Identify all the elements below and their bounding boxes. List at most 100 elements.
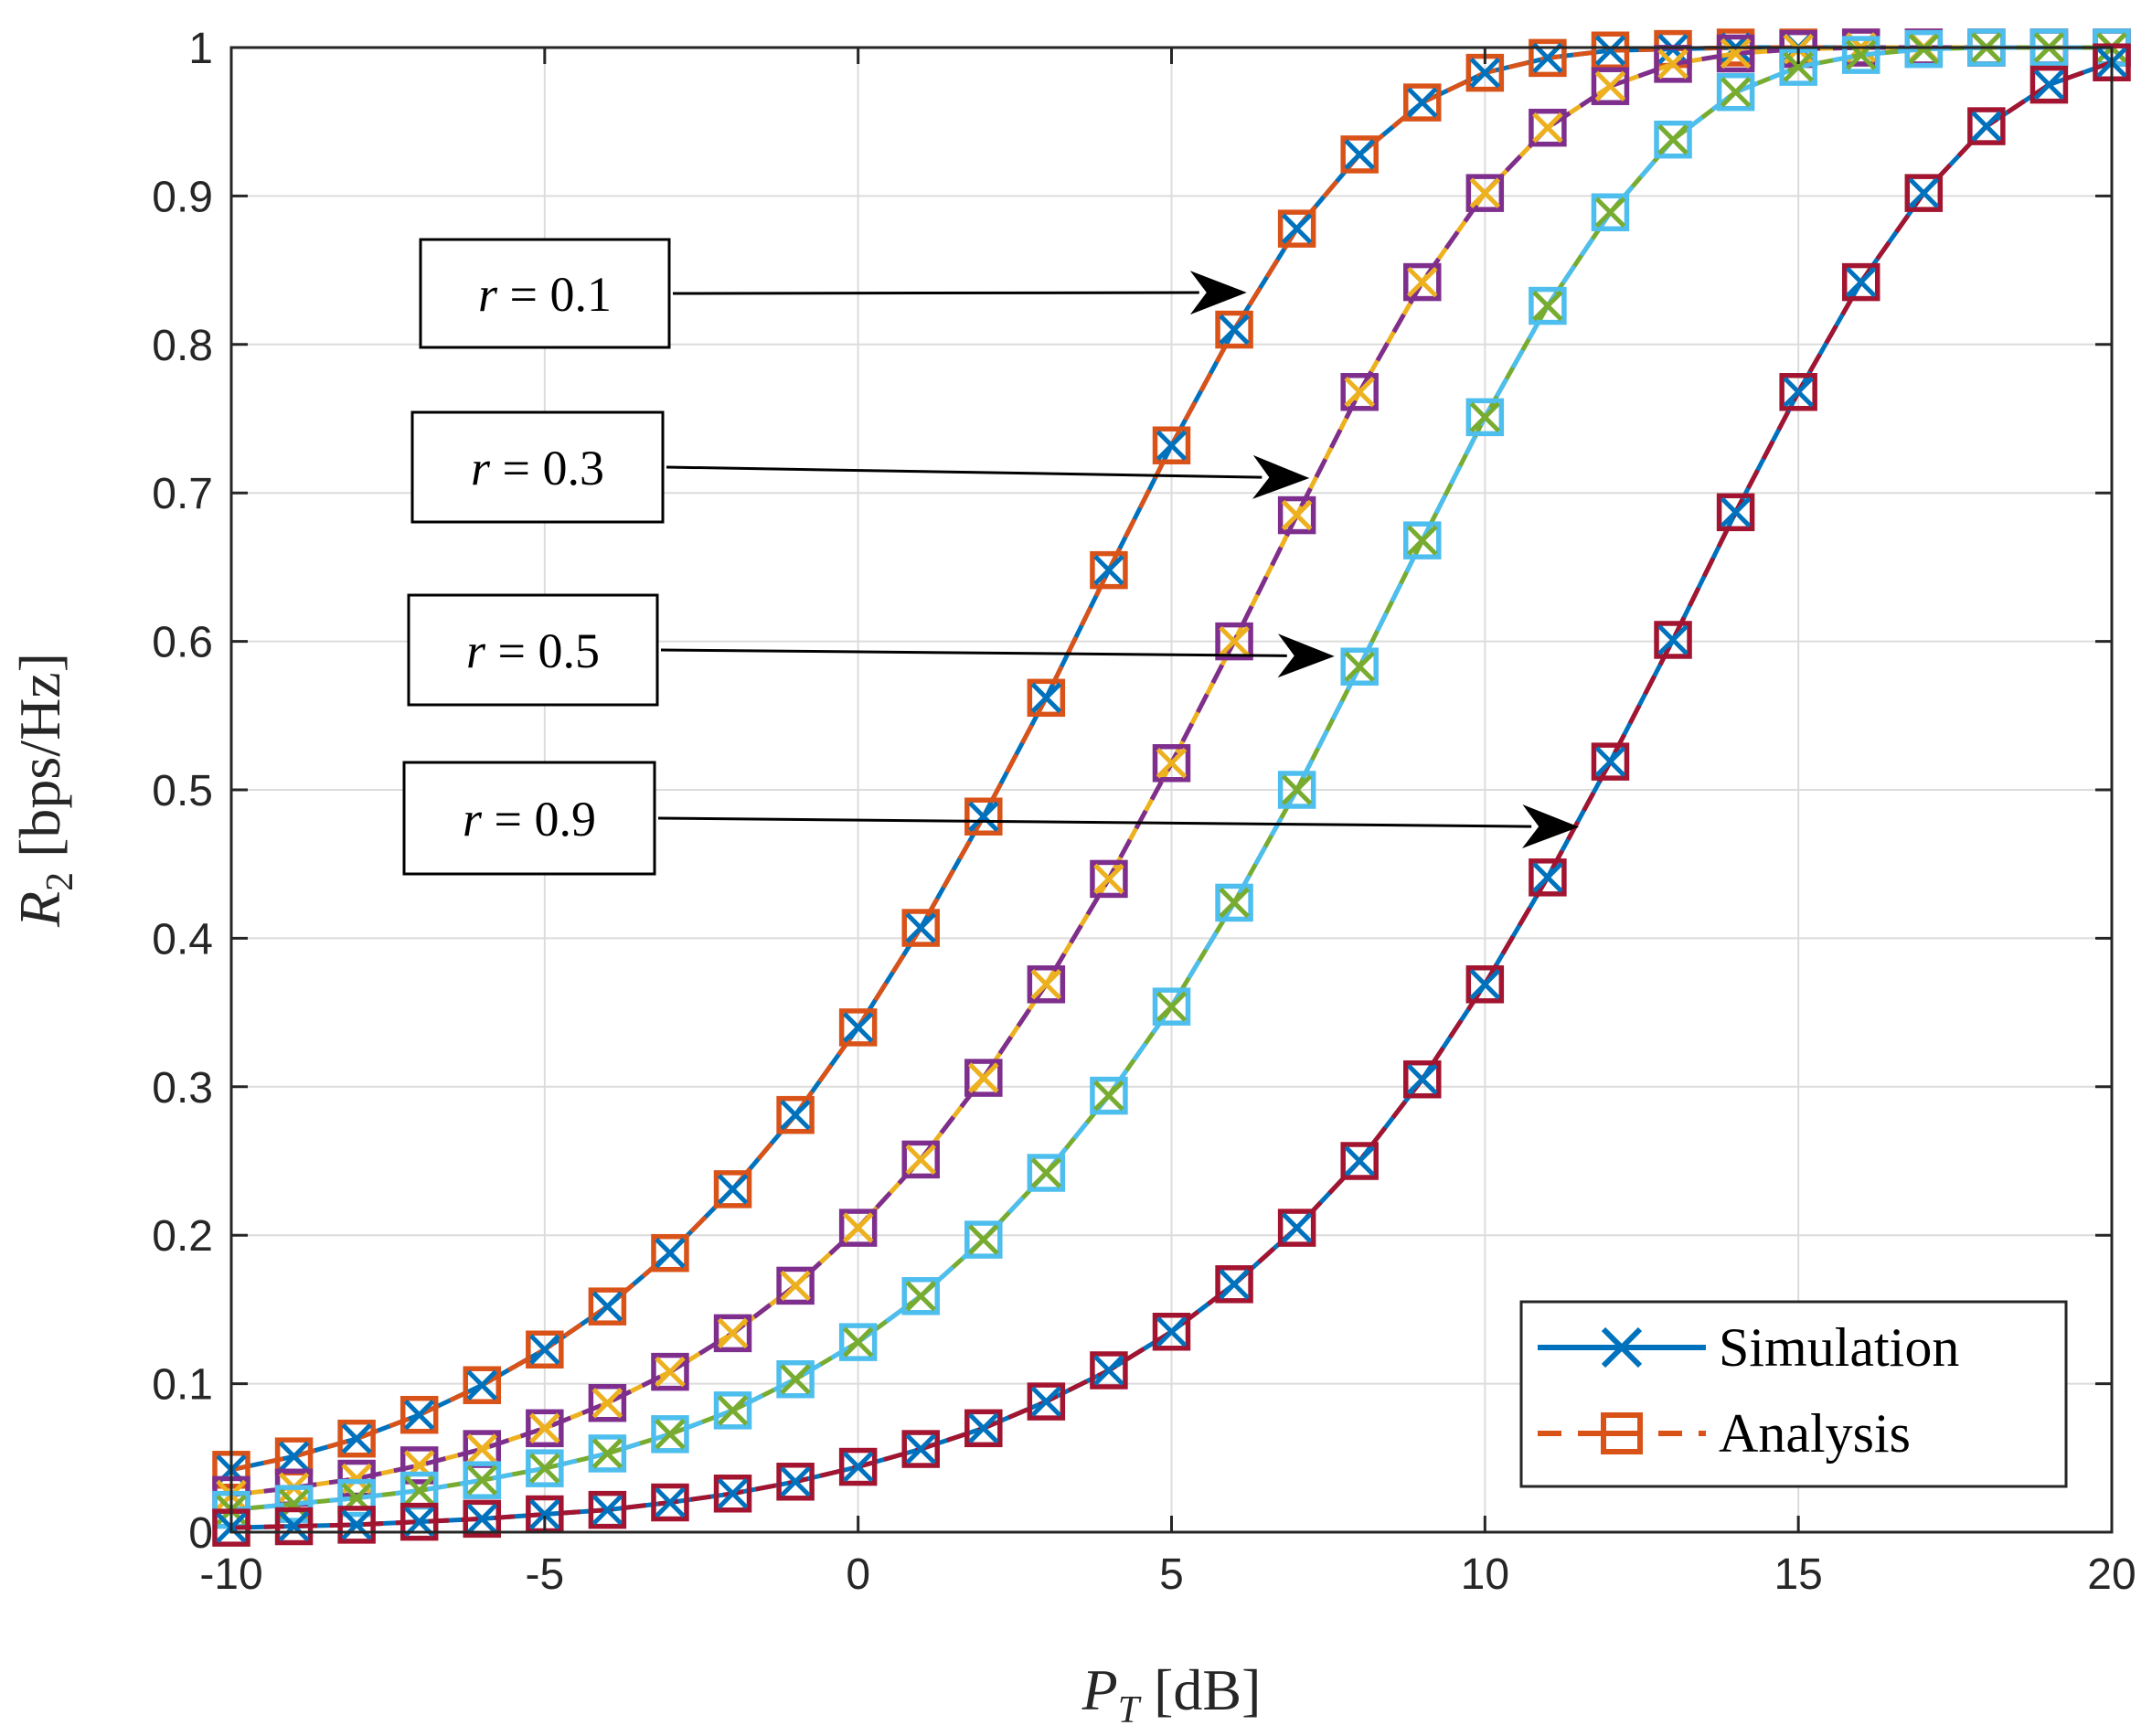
simulation-marker [529,1412,560,1444]
simulation-marker [1407,1063,1438,1095]
annotation-box [402,761,656,876]
simulation-marker [1657,48,1689,80]
analysis-marker [1027,1154,1066,1192]
simulation-marker [591,1387,623,1419]
simulation-marker [591,1291,623,1322]
simulation-marker [717,1395,749,1426]
analysis-marker [1340,135,1379,174]
analysis-marker [1152,987,1191,1026]
simulation-marker [968,1062,999,1093]
simulation-marker [655,1237,686,1269]
analysis-marker [1027,964,1066,1004]
analysis-marker [901,1430,940,1468]
simulation-marker [1030,1386,1062,1417]
analysis-marker [1403,262,1442,302]
simulation-marker [968,801,999,832]
series-05 [212,28,2131,1529]
y-tick-label: 0.4 [152,915,213,964]
analysis-marker [901,1277,940,1315]
y-tick-label: 0.2 [152,1212,213,1261]
analysis-marker [776,1095,815,1134]
analysis-marker [526,1409,564,1448]
legend-label: Analysis [1719,1403,1911,1464]
simulation-marker [780,1466,811,1497]
analysis-marker [1841,262,1880,302]
legend-label: Simulation [1719,1317,1959,1378]
simulation-marker [1720,76,1752,108]
simulation-marker [842,1212,874,1243]
x-tick-label: -5 [525,1550,564,1599]
simulation-marker [1344,651,1375,682]
analysis-marker [463,1461,502,1499]
y-tick-label: 1 [188,25,213,73]
y-tick-label: 0 [188,1509,213,1558]
analysis-marker [1591,193,1630,232]
simulation-marker [529,1334,560,1366]
analysis-marker [1904,174,1944,212]
annotation-arrow-shaft [657,816,1532,828]
analysis-marker [400,1446,439,1485]
annotation-01: r = 0.1 [419,238,1247,349]
x-tick-label: -10 [199,1550,262,1599]
analysis-marker [274,1485,314,1523]
annotation-05: r = 0.5 [407,593,1335,707]
analysis-marker [776,1359,815,1399]
analysis-marker [1027,678,1066,718]
simulation-marker [466,1503,498,1535]
simulation-marker [905,912,936,943]
analysis-marker [1904,29,1944,69]
simulation-marker [341,1509,372,1540]
analysis-marker [776,1463,815,1501]
simulation-marker [1657,123,1689,155]
annotation-arrow-head [1521,804,1580,849]
simulation-marker [1281,1212,1313,1243]
y-tick-label: 0.1 [152,1361,213,1410]
analysis-marker [1215,310,1253,349]
simulation-marker [278,1510,310,1542]
annotation-label: r = 0.3 [471,441,604,495]
analysis-marker [1277,209,1316,248]
analysis-marker [1277,495,1316,535]
simulation-marker [1093,863,1124,895]
analysis-marker [713,1314,752,1353]
analysis-marker [1529,286,1567,325]
simulation-marker [780,1270,811,1302]
simulation-marker [717,1174,749,1205]
simulation-marker [968,1412,999,1444]
simulation-marker [529,1453,560,1484]
y-tick-label: 0.5 [152,767,213,815]
simulation-marker [1720,496,1752,528]
analysis-marker [1090,1076,1128,1115]
analysis-marker [1779,373,1817,411]
annotation-arrow-head [1189,271,1247,315]
analysis-marker [1215,1265,1253,1304]
analysis-marker [588,1383,627,1422]
analysis-marker [713,1391,752,1430]
simulation-marker [1720,37,1752,69]
legend-box [1519,1300,2068,1488]
analysis-marker [1529,108,1567,147]
analysis-marker [1841,36,1880,74]
simulation-marker [1093,1080,1124,1112]
analysis-marker [1152,426,1191,464]
analysis-marker [964,1220,1003,1259]
simulation-marker [1156,1315,1188,1347]
analysis-marker [1152,1313,1191,1351]
simulation-marker [1594,197,1626,229]
simulation-marker [2033,69,2065,101]
simulation-marker [466,1464,498,1496]
analysis-marker [1027,1382,1066,1421]
simulation-marker [717,1478,749,1509]
analysis-marker [337,1478,376,1518]
analysis-marker [1340,1142,1379,1180]
simulation-marker [1219,625,1250,657]
simulation-marker [1344,139,1375,170]
analysis-marker [274,1507,314,1546]
analysis-marker [1090,859,1128,899]
simulation-marker [1594,746,1626,777]
simulation-marker [1469,57,1501,89]
annotation-label: r = 0.1 [478,267,612,322]
simulation-marker [1532,862,1563,893]
simulation-marker [780,1363,811,1395]
